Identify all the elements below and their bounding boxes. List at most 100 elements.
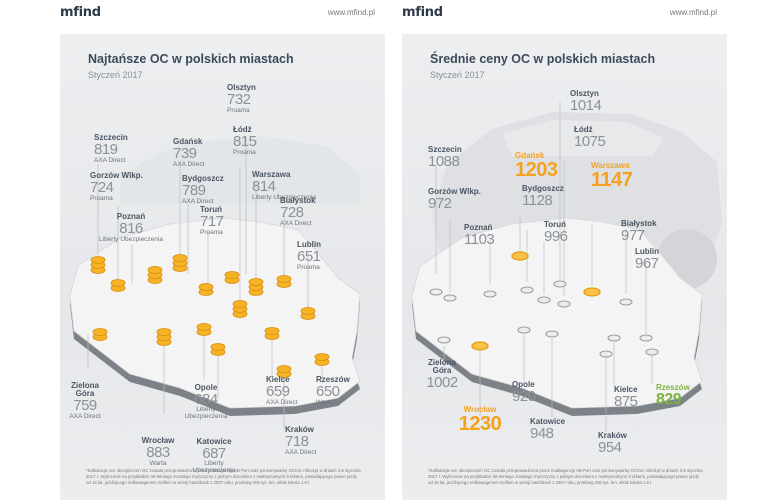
city-wroclaw: Wrocław 1230 bbox=[450, 406, 510, 435]
city-price: 724 bbox=[90, 179, 114, 196]
city-insurer: Liberty Ubezpieczenia bbox=[192, 460, 236, 474]
map-top bbox=[411, 217, 703, 409]
city-zielona: Zielona Góra 1002 bbox=[420, 359, 464, 391]
coin-ring bbox=[557, 300, 571, 308]
city-katowice: Katowice 687 Liberty Ubezpieczenia bbox=[184, 438, 244, 474]
city-wroclaw: Wrocław 883 Warta bbox=[132, 437, 184, 468]
site-url[interactable]: www.mfind.pl bbox=[327, 8, 375, 17]
coin-stack bbox=[264, 327, 280, 335]
left-card: Najtańsze OC w polskich miastach Styczeń… bbox=[60, 34, 385, 500]
left-subtitle: Styczeń 2017 bbox=[88, 70, 143, 80]
coin-ring bbox=[517, 326, 531, 334]
coin-stack bbox=[314, 353, 330, 361]
city-price: 1088 bbox=[428, 153, 460, 170]
city-price: 972 bbox=[428, 195, 452, 212]
left-infographic: mfind www.mfind.pl Najtańsze OC w polski… bbox=[60, 0, 385, 500]
city-price: 875 bbox=[614, 393, 638, 410]
city-olsztyn: Olsztyn 732 Proama bbox=[227, 84, 256, 115]
city-price: 717 bbox=[200, 213, 224, 230]
city-warszawa: Warszawa 814 Liberty Ubezpieczenia bbox=[252, 171, 316, 202]
city-name: Poznań bbox=[116, 212, 146, 221]
city-price: 1230 bbox=[458, 413, 502, 435]
city-insurer: Liberty Ubezpieczenia bbox=[252, 194, 316, 201]
city-name: Kraków bbox=[285, 425, 314, 434]
city-price: 920 bbox=[512, 388, 536, 405]
coin-stack bbox=[110, 279, 126, 287]
city-price: 1128 bbox=[522, 192, 553, 209]
city-name: Warszawa bbox=[591, 161, 630, 170]
city-szczecin: Szczecin 1088 bbox=[428, 145, 462, 170]
city-price: 1014 bbox=[570, 97, 602, 114]
coin-ring bbox=[599, 350, 613, 358]
city-price: 829 bbox=[656, 391, 682, 408]
city-name: Wrocław bbox=[141, 436, 175, 445]
city-rzeszow: Rzeszów 829 bbox=[656, 384, 690, 408]
city-name: Bydgoszcz bbox=[182, 174, 224, 183]
city-insurer: Liberty Ubezpieczenia bbox=[99, 236, 163, 243]
city-name: Opole bbox=[512, 380, 535, 389]
city-name: Szczecin bbox=[428, 145, 462, 154]
city-price: 650 bbox=[316, 383, 340, 400]
city-name: Białystok bbox=[280, 196, 316, 205]
right-footnote: *Kalkulacja cen ubezpieczeń OC została p… bbox=[428, 468, 703, 486]
coin-ring bbox=[607, 334, 621, 342]
coin-stack bbox=[232, 300, 248, 308]
city-bialystok: Białystok 728 AXA Direct bbox=[280, 197, 316, 228]
site-url[interactable]: www.mfind.pl bbox=[669, 8, 717, 17]
city-lodz: Łódź 1075 bbox=[574, 125, 606, 150]
city-name: Olsztyn bbox=[227, 83, 256, 92]
left-title: Najtańsze OC w polskich miastach bbox=[88, 52, 294, 66]
city-torun: Toruń 717 Proama bbox=[200, 206, 224, 237]
city-name: Katowice bbox=[530, 417, 566, 426]
coin-ring bbox=[645, 348, 659, 356]
coin-stack bbox=[210, 343, 226, 351]
city-price: 687 bbox=[202, 445, 226, 462]
city-insurer: AXA Direct bbox=[266, 399, 298, 406]
city-insurer: Proama bbox=[90, 195, 113, 202]
city-name: Zielona Góra bbox=[70, 381, 99, 398]
city-name: Rzeszów bbox=[316, 375, 350, 384]
city-opole: Opole 920 bbox=[512, 380, 536, 405]
city-price: 967 bbox=[635, 255, 659, 272]
city-insurer: AXA Direct bbox=[69, 413, 101, 420]
city-name: Łódź bbox=[574, 125, 593, 134]
city-insurer: AXA Direct bbox=[280, 220, 312, 227]
coin-stack bbox=[276, 275, 292, 283]
city-olsztyn: Olsztyn 1014 bbox=[570, 90, 602, 114]
coin-stack bbox=[300, 307, 316, 315]
city-krakow: Kraków 954 bbox=[598, 432, 627, 456]
city-name: Kielce bbox=[266, 375, 290, 384]
city-name: Lublin bbox=[635, 247, 659, 256]
city-warszawa: Warszawa 1147 bbox=[591, 161, 633, 191]
city-insurer: AXA Direct bbox=[182, 198, 214, 205]
city-price: 732 bbox=[227, 91, 251, 108]
coin-stack bbox=[198, 283, 214, 291]
city-torun: Toruń 996 bbox=[544, 221, 568, 245]
mfind-logo[interactable]: mfind bbox=[60, 5, 101, 20]
coin-ring-highlight bbox=[511, 251, 529, 261]
city-price: 684 bbox=[194, 391, 218, 408]
city-name: Katowice bbox=[196, 437, 232, 446]
city-name: Szczecin bbox=[94, 133, 128, 142]
city-insurer: Proama bbox=[227, 107, 250, 114]
city-insurer: AXA Direct bbox=[94, 157, 126, 164]
city-insurer: AXA Direct bbox=[173, 161, 205, 168]
mfind-logo[interactable]: mfind bbox=[402, 5, 443, 20]
city-price: 789 bbox=[182, 182, 206, 199]
city-poznan: Poznań 816 Liberty Ubezpieczenia bbox=[90, 213, 172, 244]
city-name: Kielce bbox=[614, 385, 638, 394]
city-insurer: Warta bbox=[316, 399, 334, 406]
city-zielona: Zielona Góra 759 AXA Direct bbox=[62, 382, 108, 421]
coin-stack bbox=[248, 278, 264, 286]
coin-stack bbox=[196, 323, 212, 331]
city-name: Gdańsk bbox=[515, 151, 545, 160]
city-opole: Opole 684 Liberty Ubezpieczenia bbox=[176, 384, 236, 420]
city-insurer: Warta bbox=[149, 460, 167, 467]
city-price: 651 bbox=[297, 248, 321, 265]
city-name: Rzeszów bbox=[656, 383, 690, 392]
city-name: Bydgoszcz bbox=[522, 184, 564, 193]
city-rzeszow: Rzeszów 650 Warta bbox=[316, 376, 350, 407]
city-name: Gorzów Wlkp. bbox=[428, 187, 481, 196]
city-name: Białystok bbox=[621, 219, 657, 228]
city-price: 739 bbox=[173, 145, 197, 162]
